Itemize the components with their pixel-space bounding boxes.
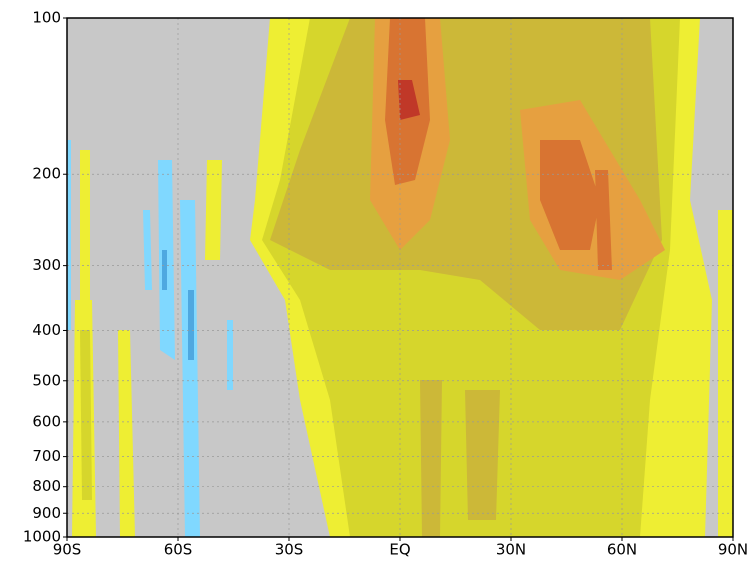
y-tick-label: 700: [32, 447, 61, 465]
y-tick-label: 1000: [23, 528, 61, 546]
y-tick-label: 300: [32, 256, 61, 274]
x-tick-label: 90S: [53, 541, 82, 559]
x-tick-label: 60S: [164, 541, 193, 559]
x-tick-label: EQ: [389, 541, 410, 559]
plot-frame: [66, 17, 734, 538]
x-tick-label: 90N: [718, 541, 748, 559]
y-tick-label: 100: [32, 9, 61, 27]
y-tick-label: 900: [32, 504, 61, 522]
y-tick-label: 500: [32, 371, 61, 389]
x-tick-label: 30S: [275, 541, 304, 559]
y-tick-label: 800: [32, 477, 61, 495]
x-tick-label: 60N: [607, 541, 637, 559]
y-tick-label: 600: [32, 412, 61, 430]
y-tick-label: 400: [32, 321, 61, 339]
y-tick-label: 200: [32, 165, 61, 183]
x-tick-label: 30N: [496, 541, 526, 559]
